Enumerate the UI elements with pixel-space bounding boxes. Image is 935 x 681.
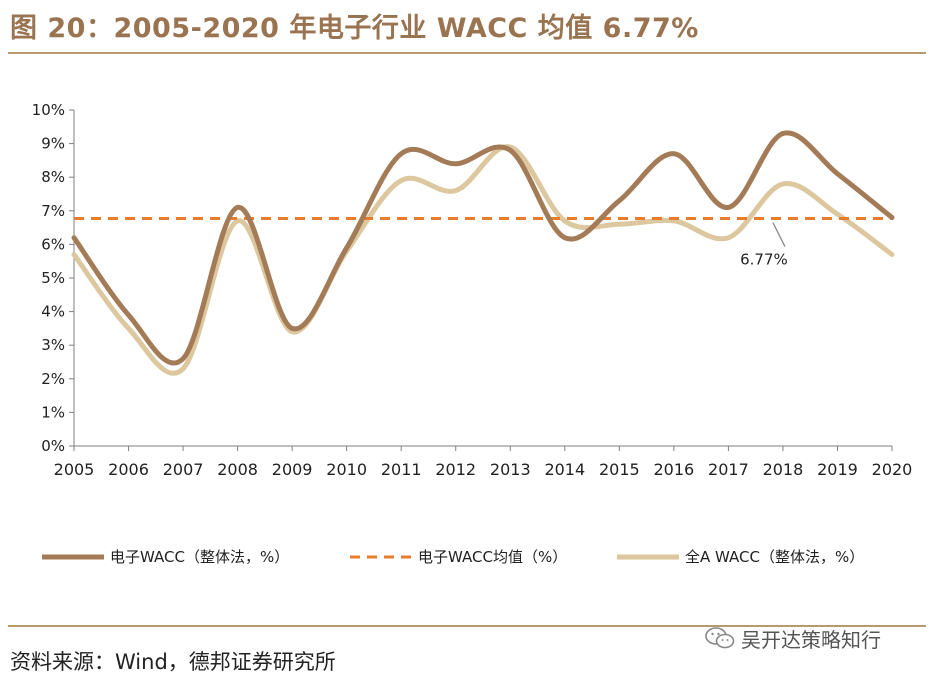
legend-label-alla: 全A WACC（整体法，%） <box>685 548 865 566</box>
x-tick-label: 2014 <box>544 460 585 479</box>
y-tick-label: 2% <box>41 370 65 388</box>
x-tick-label: 2009 <box>272 460 313 479</box>
legend-item-electronic: 电子WACC（整体法，%） <box>42 546 289 567</box>
source-note: 资料来源：Wind，德邦证券研究所 <box>10 650 336 674</box>
legend-label-electronic: 电子WACC（整体法，%） <box>110 548 290 566</box>
x-tick-label: 2011 <box>381 460 422 479</box>
source-divider <box>8 625 926 627</box>
legend-swatch-alla <box>617 554 679 559</box>
figure-title: 图 20：2005-2020 年电子行业 WACC 均值 6.77% <box>10 13 699 44</box>
x-tick-label: 2010 <box>326 460 367 479</box>
legend-swatch-electronic <box>42 554 104 559</box>
brand-name: 吴开达策略知行 <box>741 627 881 652</box>
x-tick-label: 2007 <box>163 460 204 479</box>
x-tick-label: 2019 <box>817 460 858 479</box>
chart-axes: 0% 1% 2% 3% 4% 5% 6% 7% 8% 9% 10% 2005 2006 2007 2008 2… <box>32 101 913 479</box>
y-tick-label: 3% <box>41 336 65 354</box>
series-line-electronic <box>71 130 895 366</box>
line-chart: 0% 1% 2% 3% 4% 5% 6% 7% 8% 9% 10% 2005 2006 2007 2008 2… <box>32 101 913 479</box>
x-tick-label: 2017 <box>708 460 749 479</box>
y-tick-label: 7% <box>41 202 65 220</box>
y-tick-label: 4% <box>41 303 65 321</box>
y-tick-label: 5% <box>41 269 65 287</box>
y-tick-label: 6% <box>41 235 65 253</box>
x-tick-label: 2013 <box>490 460 531 479</box>
x-tick-label: 2018 <box>763 460 804 479</box>
brand-badge: 吴开达策略知行 <box>705 624 881 652</box>
x-tick-label: 2015 <box>599 460 640 479</box>
y-tick-label: 0% <box>41 437 65 455</box>
legend-item-alla: 全A WACC（整体法，%） <box>617 546 864 567</box>
x-tick-label: 2016 <box>654 460 695 479</box>
annotation-label: 6.77% <box>740 251 788 269</box>
y-tick-label: 10% <box>32 101 65 119</box>
annotation-leader <box>772 222 786 247</box>
legend-swatch-mean <box>350 555 412 558</box>
legend-label-mean: 电子WACC均值（%） <box>418 548 568 566</box>
x-tick-label: 2012 <box>435 460 476 479</box>
y-tick-label: 9% <box>41 135 65 153</box>
legend-item-mean: 电子WACC均值（%） <box>350 546 567 567</box>
chart-series <box>71 130 895 376</box>
x-tick-label: 2005 <box>54 460 95 479</box>
y-tick-label: 8% <box>41 168 65 186</box>
x-tick-label: 2008 <box>217 460 258 479</box>
x-tick-label: 2006 <box>108 460 149 479</box>
title-divider <box>8 52 926 54</box>
chart-legend: 电子WACC（整体法，%） 电子WACC均值（%） 全A WACC（整体法，%） <box>0 546 935 574</box>
x-tick-label: 2020 <box>872 460 913 479</box>
wechat-icon <box>705 627 735 649</box>
chart-annotation: 6.77% <box>740 222 788 269</box>
y-tick-label: 1% <box>41 403 65 421</box>
series-line-alla <box>71 144 895 376</box>
